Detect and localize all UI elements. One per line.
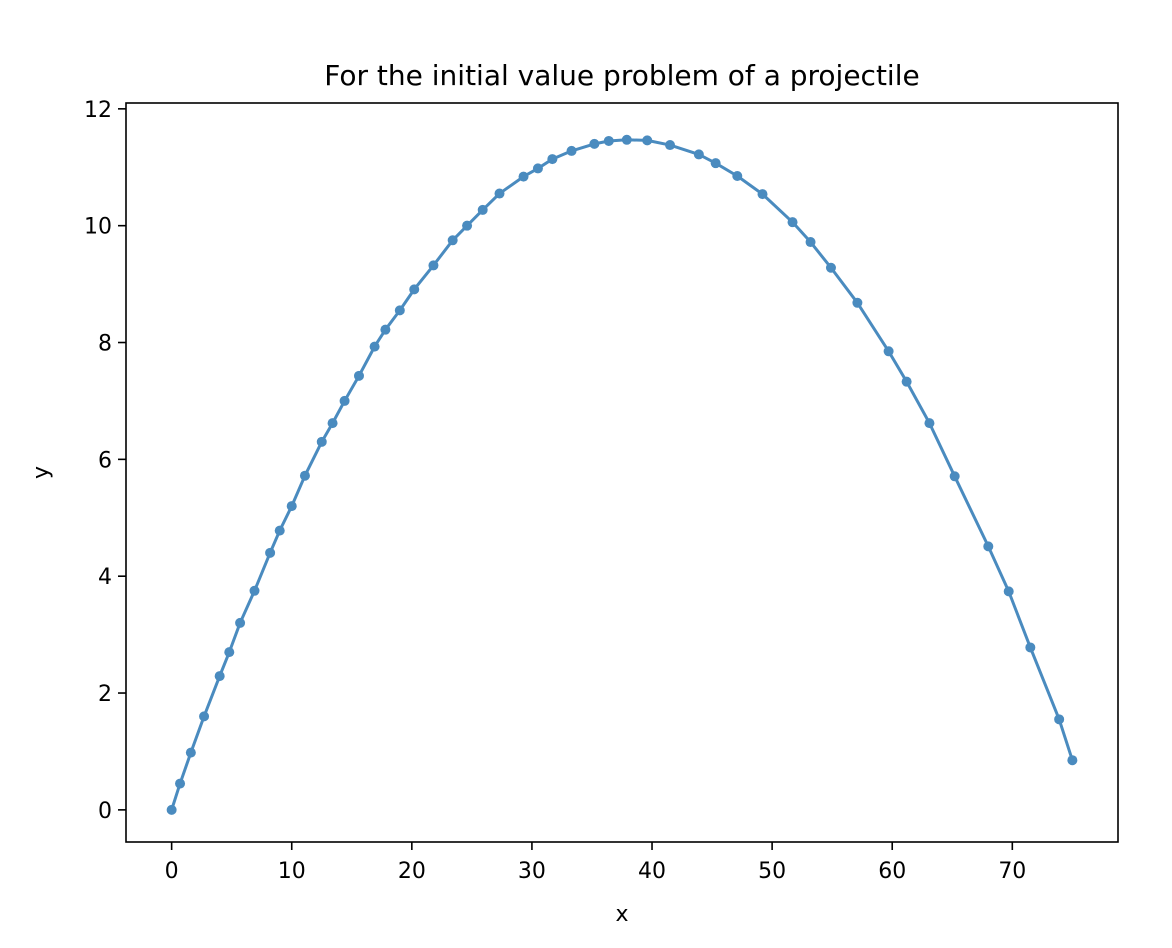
data-point <box>924 418 935 429</box>
x-axis: 0 10 20 30 40 50 60 70 <box>165 842 1026 884</box>
data-point <box>369 341 380 352</box>
data-point <box>353 370 364 381</box>
data-point <box>462 220 473 231</box>
y-tick-label: 8 <box>98 332 112 357</box>
data-point <box>1067 755 1078 766</box>
data-point <box>983 541 994 552</box>
data-point <box>477 204 488 215</box>
y-tick-label: 12 <box>84 98 112 123</box>
x-tick-label: 60 <box>878 859 906 884</box>
data-point <box>732 171 743 182</box>
data-point <box>299 470 310 481</box>
data-point <box>185 747 196 758</box>
data-point <box>249 585 260 596</box>
x-tick-label: 0 <box>165 859 179 884</box>
data-point <box>852 297 863 308</box>
data-point <box>1025 642 1036 653</box>
x-tick-label: 50 <box>758 859 786 884</box>
data-point <box>787 217 798 228</box>
data-point <box>825 262 836 273</box>
data-point <box>547 154 558 165</box>
data-point <box>394 305 405 316</box>
data-point <box>235 617 246 628</box>
data-point <box>757 189 768 200</box>
data-point <box>327 418 338 429</box>
y-tick-label: 2 <box>98 682 112 707</box>
data-point <box>603 135 614 146</box>
plot-area <box>166 134 1078 815</box>
y-tick-label: 10 <box>84 215 112 240</box>
data-point <box>949 471 960 482</box>
x-tick-label: 10 <box>278 859 306 884</box>
data-point <box>1003 586 1014 597</box>
data-point <box>532 163 543 174</box>
data-point <box>642 135 653 146</box>
data-point <box>1054 714 1065 725</box>
data-point <box>428 260 439 271</box>
y-tick-label: 4 <box>98 565 112 590</box>
plot-frame <box>125 102 1119 843</box>
data-point <box>621 134 632 145</box>
data-point <box>380 324 391 335</box>
x-tick-label: 20 <box>398 859 426 884</box>
x-tick-label: 70 <box>998 859 1026 884</box>
data-point <box>589 138 600 149</box>
chart-title: For the initial value problem of a proje… <box>324 59 919 92</box>
y-tick-label: 0 <box>98 799 112 824</box>
data-point <box>805 237 816 248</box>
x-tick-label: 40 <box>638 859 666 884</box>
y-tick-label: 6 <box>98 448 112 473</box>
data-point <box>199 711 210 722</box>
x-axis-label: x <box>615 902 628 927</box>
data-point <box>286 501 297 512</box>
data-point <box>693 149 704 160</box>
data-point <box>316 436 327 447</box>
x-tick-label: 30 <box>518 859 546 884</box>
data-point <box>665 140 676 151</box>
data-point <box>274 525 285 536</box>
data-point <box>883 346 894 357</box>
data-point <box>447 235 458 246</box>
data-point <box>518 171 529 182</box>
data-point <box>175 778 186 789</box>
y-axis-label: y <box>29 466 54 479</box>
data-point <box>166 804 177 815</box>
data-point <box>214 671 225 682</box>
data-point <box>494 188 505 199</box>
data-point <box>339 395 350 406</box>
data-point <box>224 647 235 658</box>
data-point <box>710 158 721 169</box>
data-point <box>566 145 577 156</box>
data-point <box>265 547 276 558</box>
data-point <box>409 284 420 295</box>
data-point <box>901 376 912 387</box>
y-axis: 0 2 4 6 8 10 12 <box>84 98 126 824</box>
